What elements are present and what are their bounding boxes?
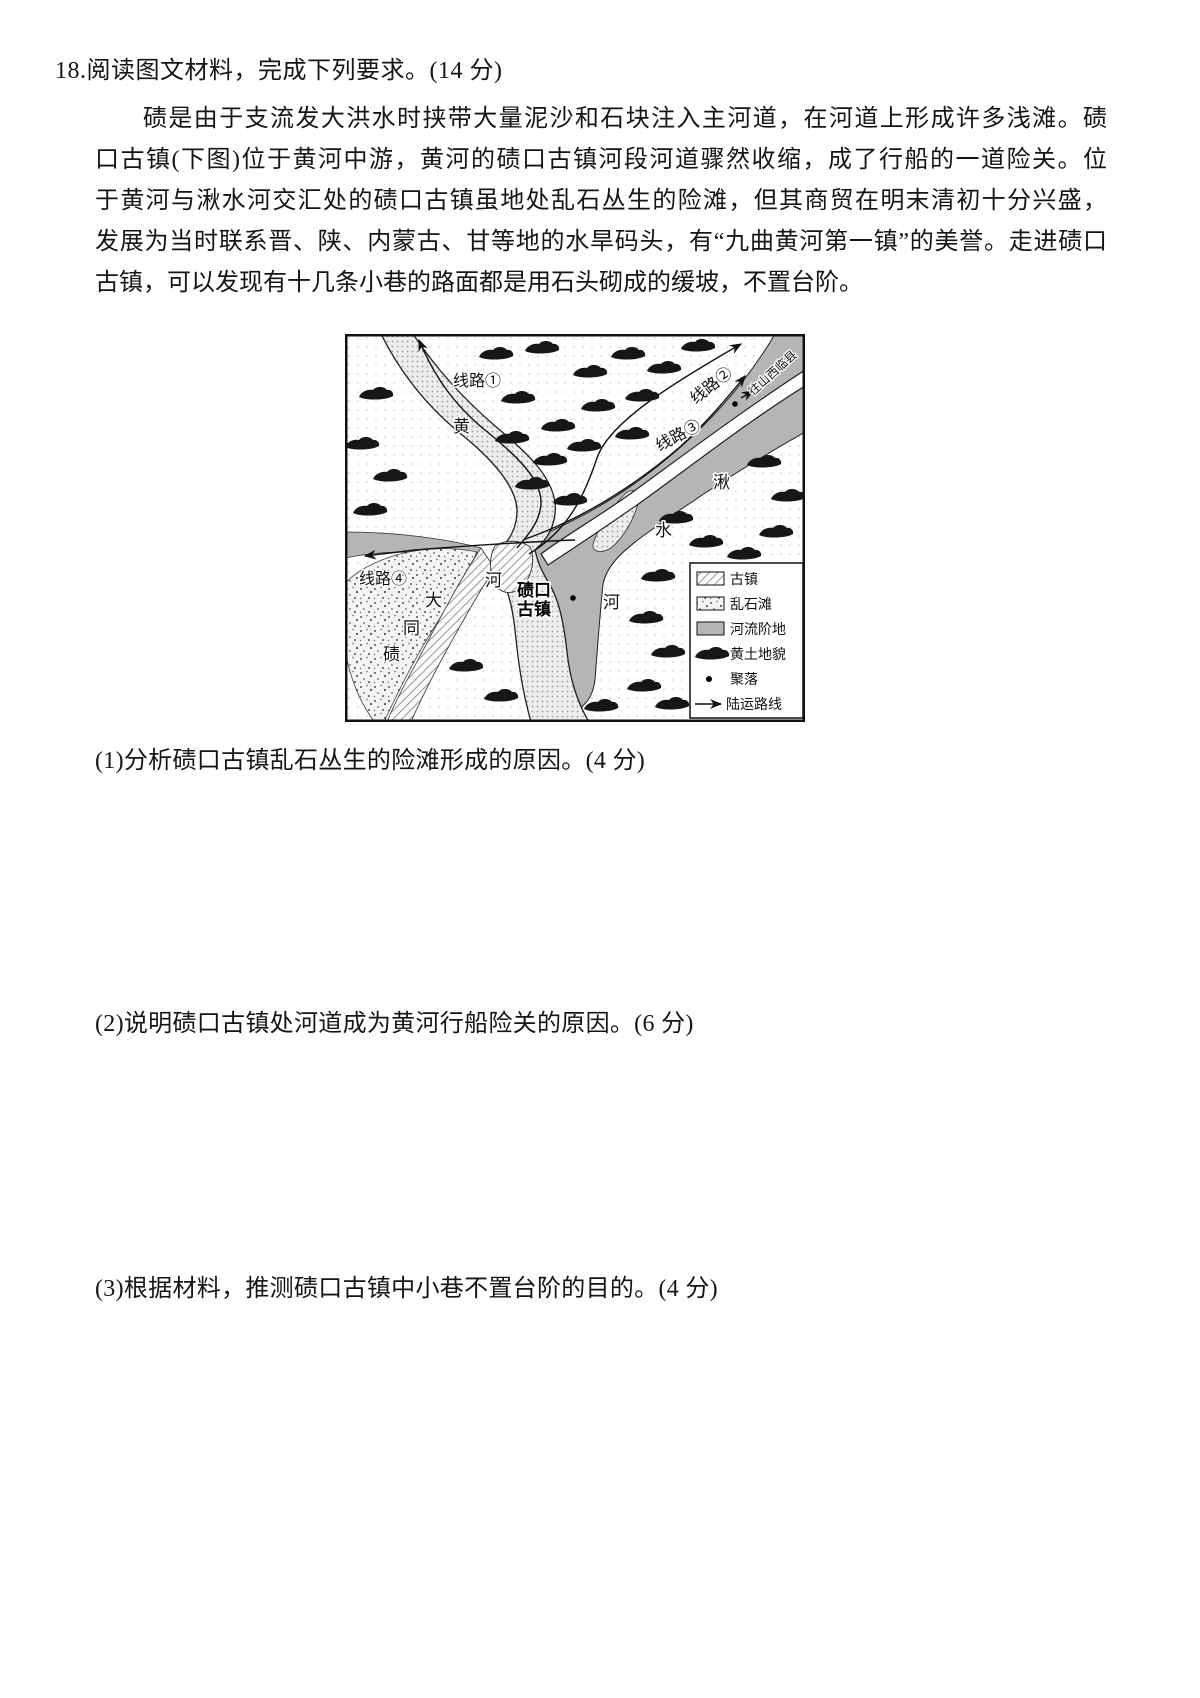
passage-line: 碛是由于支流发大洪水时挟带大量泥沙和石块注入主河道，在河道上形成许多浅滩。碛 — [143, 106, 1107, 132]
passage: 碛是由于支流发大洪水时挟带大量泥沙和石块注入主河道，在河道上形成许多浅滩。碛 口… — [95, 99, 1107, 304]
question-number: 18. — [55, 58, 87, 84]
settlement-dot-icon — [706, 676, 712, 682]
legend-label: 乱石滩 — [730, 597, 772, 613]
route-1-label: 线路① — [453, 372, 501, 390]
qiushui-label-he: 河 — [603, 593, 620, 612]
qikou-town-label-line1: 碛口 — [517, 581, 551, 600]
qikou-town-label-line2: 古镇 — [517, 599, 551, 619]
sub-question-1: (1)分析碛口古镇乱石丛生的险滩形成的原因。(4 分) — [95, 748, 646, 774]
qiushui-river — [540, 368, 806, 566]
sub-question-2: (2)说明碛口古镇处河道成为黄河行船险关的原因。(6 分) — [95, 1011, 694, 1037]
qiushui-label-qiu: 湫 — [713, 473, 730, 492]
map-border — [345, 334, 805, 722]
question-intro: 阅读图文材料，完成下列要求。(14 分) — [86, 58, 503, 84]
legend-label: 河流阶地 — [730, 622, 786, 638]
yellow-river-label-huang: 黄 — [453, 417, 470, 436]
passage-line: 于黄河与湫水河交汇处的碛口古镇虽地处乱石丛生的险滩，但其商贸在明末清初十分兴盛， — [95, 188, 1107, 214]
sub-question-3: (3)根据材料，推测碛口古镇中小巷不置台阶的目的。(4 分) — [95, 1276, 718, 1302]
map-figure: 线路① 线路② 线路③ 线路④ 黄 河 湫 水 河 碛口 古镇 大 同 碛 往山… — [344, 333, 806, 723]
legend-box — [689, 562, 804, 719]
map-legend: 古镇 乱石滩 河流阶地 黄土地貌 聚落 陆运路线 — [689, 562, 804, 719]
stipple-swatch — [696, 596, 725, 611]
settlement-dot — [570, 595, 576, 601]
route-4-line — [363, 539, 576, 560]
route-4-label: 线路④ — [359, 570, 407, 588]
route-2-line — [528, 343, 743, 555]
datong-qi-label-char2: 同 — [403, 619, 420, 638]
qiushui-label-shui: 水 — [655, 521, 672, 540]
route-to-linxian-arrow — [740, 390, 755, 401]
legend-label: 陆运路线 — [726, 697, 782, 713]
settlement-dot — [732, 401, 738, 407]
qikou-map: 线路① 线路② 线路③ 线路④ 黄 河 湫 水 河 碛口 古镇 大 同 碛 往山… — [344, 333, 806, 723]
datong-qi-label-char3: 碛 — [383, 645, 400, 664]
legend-label: 聚落 — [730, 672, 758, 688]
datong-qi-label-char1: 大 — [425, 591, 442, 610]
passage-line: 发展为当时联系晋、陕、内蒙古、甘等地的水旱码头，有“九曲黄河第一镇”的美誉。走进… — [95, 229, 1107, 255]
passage-line: 古镇，可以发现有十几条小巷的路面都是用石头砌成的缓坡，不置台阶。 — [95, 270, 863, 296]
passage-line: 口古镇(下图)位于黄河中游，黄河的碛口古镇河段河道骤然收缩，成了行船的一道险关。… — [95, 147, 1107, 173]
route-1-line — [418, 338, 542, 549]
route-3-line — [522, 375, 746, 541]
legend-label: 黄土地貌 — [730, 646, 786, 663]
gray-swatch — [696, 621, 725, 636]
question-header: 18.阅读图文材料，完成下列要求。(14 分) — [55, 50, 502, 85]
legend-label: 古镇 — [730, 572, 758, 588]
hatch-swatch — [696, 571, 725, 586]
yellow-river-label-he: 河 — [485, 571, 502, 590]
